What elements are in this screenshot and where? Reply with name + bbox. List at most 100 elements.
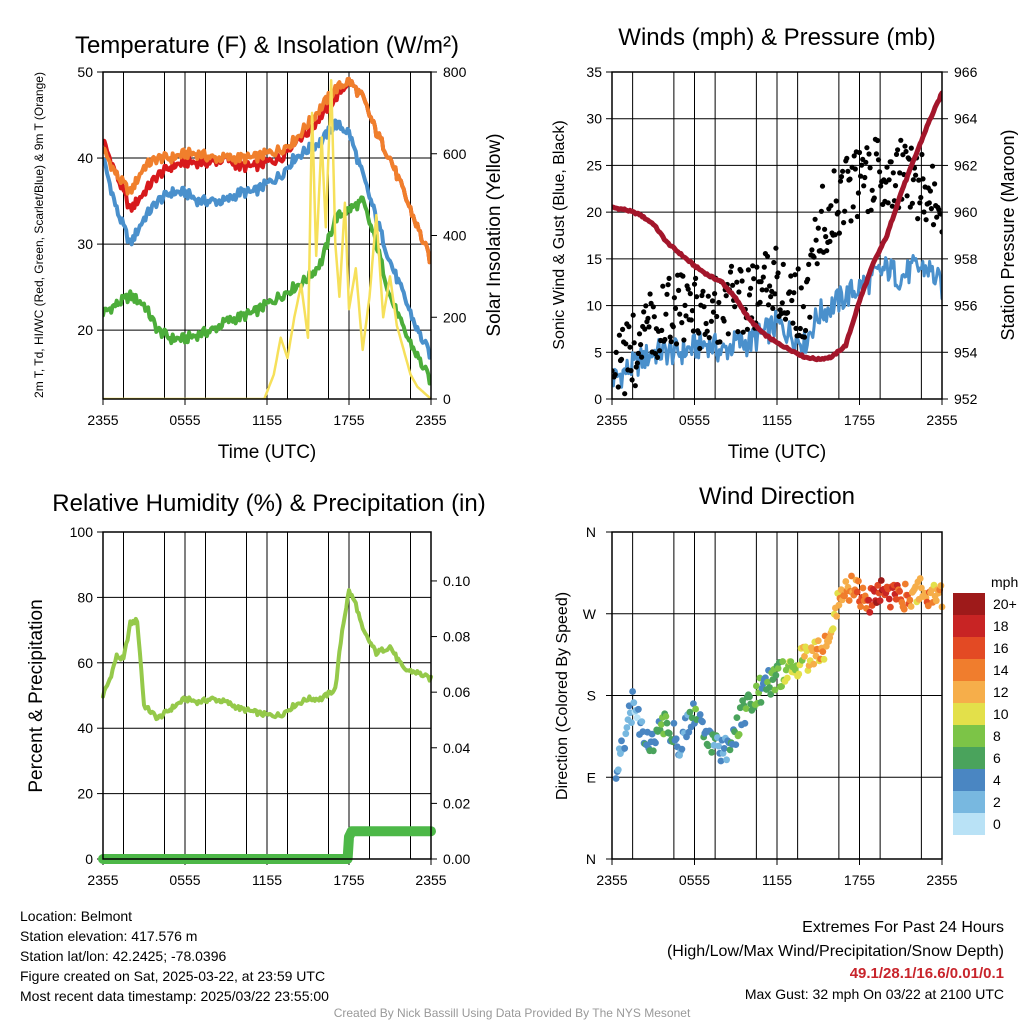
gust-point [926,200,932,206]
gust-point [705,293,711,299]
y-tick-label: N [586,851,596,867]
direction-point [735,731,743,738]
gust-point [801,334,808,340]
x-axis-label: Time (UTC) [728,442,827,463]
direction-point [783,674,791,682]
direction-point [757,699,765,706]
direction-point [685,728,693,736]
gust-point [800,304,807,310]
gust-point [807,314,813,320]
gust-point [919,151,925,158]
gust-point [854,213,861,220]
gust-point [689,308,696,314]
gust-point [813,237,819,243]
gust-point [773,245,779,251]
gust-point [916,177,922,183]
direction-point [764,678,771,686]
direction-point [900,605,908,613]
y-tick-label-right: 956 [954,298,978,314]
station-elevation: Station elevation: 417.576 m [20,928,198,944]
gust-point [833,198,839,204]
gust-point [932,181,938,187]
colorbar-label: 6 [993,750,1001,766]
gust-point [735,329,741,335]
max-gust: Max Gust: 32 mph On 03/22 at 2100 UTC [744,986,1004,1002]
direction-point [820,655,828,663]
gust-point [734,279,740,285]
direction-point [663,719,671,727]
gust-point [852,166,858,172]
series-pressure [612,90,942,363]
gust-point [765,302,772,308]
gust-point [898,137,904,143]
gust-point [633,364,639,370]
direction-point [767,691,775,698]
credit-line: Created By Nick Bassill Using Data Provi… [333,1006,691,1020]
y-axis-label-right: Solar Insolation (Yellow) [484,133,505,336]
gust-point [728,263,735,269]
gust-point [855,190,862,196]
direction-point [618,737,625,745]
direction-point [885,595,893,603]
gust-point [638,342,644,348]
gust-point [725,331,731,337]
gust-point [790,320,796,326]
gust-point [787,289,793,295]
gust-point [679,320,685,326]
y-tick-label: 20 [77,322,93,338]
y-tick-label-right: 0.04 [443,740,470,756]
y-tick-label: N [586,524,596,540]
direction-point [865,596,873,604]
direction-point [635,705,642,713]
direction-point [787,658,795,666]
x-tick-label: 0555 [169,412,200,428]
gust-point [895,147,901,153]
gust-point [868,207,874,213]
gust-point [668,339,674,345]
direction-point [726,746,734,754]
direction-point [835,601,843,609]
direction-point [814,637,822,645]
gust-point [662,336,668,343]
gust-point [627,344,633,350]
direction-point [877,577,885,584]
colorbar-label: 10 [993,706,1009,722]
gust-point [878,183,884,189]
gust-point [699,292,705,299]
figure-created: Figure created on Sat, 2025-03-22, at 23… [20,968,326,984]
winds-panel: 2355 0555 1155 1755 2355 0 5 10 15 20 25 30 35 952 954… [551,24,1018,463]
direction-point [672,735,680,743]
gust-point [861,183,867,189]
y-tick-label-right: 952 [954,391,978,407]
gust-point [628,368,634,374]
y-tick-label-right: 0.08 [443,629,470,645]
gust-point [708,318,715,324]
y-tick-label-right: 960 [954,204,978,220]
gust-point [837,178,844,184]
gust-point [803,327,809,334]
gust-point [732,304,738,310]
extremes-info: Extremes For Past 24 Hours (High/Low/Max… [667,916,1004,1004]
gust-point [871,195,877,201]
gust-point [904,193,910,199]
y-tick-label-right: 954 [954,344,978,360]
gust-point [897,170,903,176]
direction-point [665,730,673,737]
direction-point [845,597,853,604]
gust-point [665,282,671,288]
direction-point [801,652,808,660]
y-tick-label: 5 [594,344,602,360]
x-tick-label: 0555 [169,872,200,888]
gust-point [744,326,751,332]
gust-point [828,203,834,209]
gust-point [793,325,799,331]
direction-point [772,671,780,679]
gust-point [654,354,661,360]
gust-point [792,272,798,278]
gust-point [845,168,851,174]
direction-point [623,724,631,731]
gust-point [902,143,908,149]
gust-point [613,349,619,355]
gust-point [805,276,811,282]
